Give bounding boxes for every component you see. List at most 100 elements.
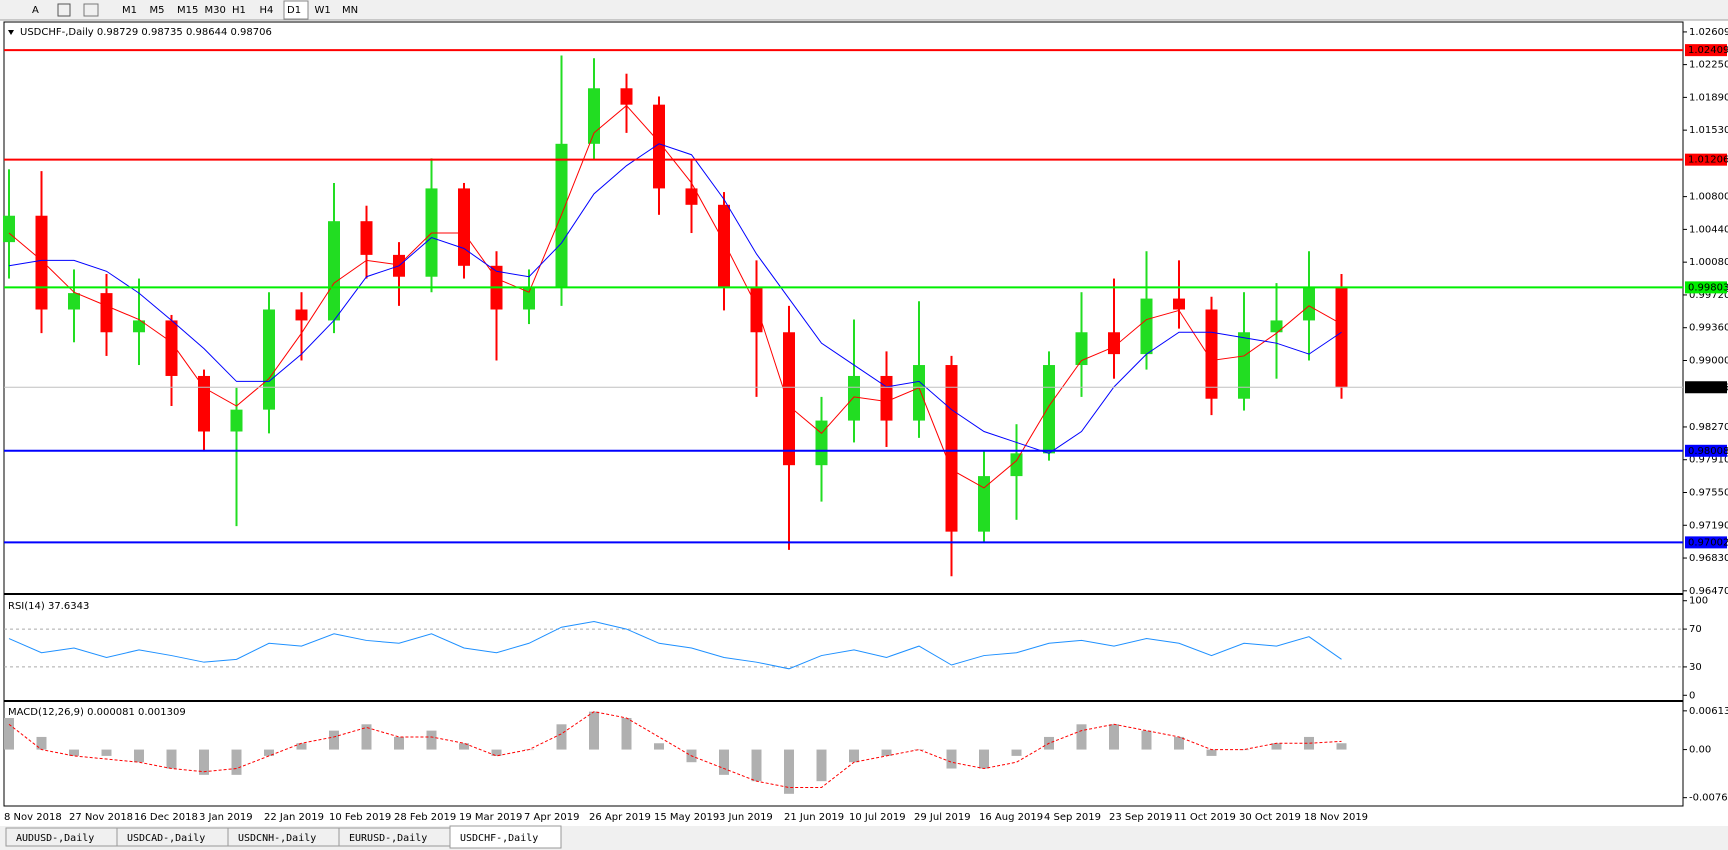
timeframe-button[interactable]: MN [342,5,358,16]
candle-body [620,88,633,105]
x-tick-label: 16 Dec 2018 [134,812,198,823]
candle-body [1108,332,1120,355]
x-tick-label: 19 Mar 2019 [459,812,522,823]
panel-title: MACD(12,26,9) 0.000081 0.001309 [8,707,186,718]
moving-average [8,143,1342,454]
level-label: 1.02409 [1688,45,1728,56]
tab-label[interactable]: USDCHF-,Daily [460,833,538,844]
candle-body [848,375,860,421]
timeframe-button[interactable]: H1 [232,5,246,16]
level-label-box [1685,536,1727,549]
tab-label[interactable]: AUDUSD-,Daily [16,833,94,844]
candle-body [360,221,373,255]
panel-title: USDCHF-,Daily 0.98729 0.98735 0.98644 0.… [20,27,272,38]
candle-body [198,375,210,432]
timeframe-button[interactable]: M5 [150,5,165,16]
y-tick-label: 1.00800 [1689,192,1728,203]
tab-label[interactable]: USDCAD-,Daily [127,833,205,844]
candle-body [945,365,958,532]
tab[interactable] [449,825,562,849]
macd-bar [1336,743,1347,750]
candle-body [68,293,80,310]
macd-bar [1141,730,1152,750]
macd-bar [654,743,664,750]
y-tick-label: 0.96470 [1689,586,1728,597]
macd-signal [8,711,1342,788]
y-tick-label: 0.97550 [1689,487,1728,498]
level-label: 0.97002 [1688,537,1728,548]
level-label-box [1685,381,1727,394]
y-tick-label: 1.00080 [1689,257,1728,268]
macd-bar [36,736,47,750]
candle-body [263,309,275,410]
candle-body [880,375,893,421]
timeframe-button[interactable]: M1 [122,5,137,16]
macd-bar [1109,724,1119,750]
chart-frame [3,21,1684,807]
candle-body [295,309,308,321]
timeframe-button[interactable]: D1 [287,5,301,16]
timeframe-active [283,0,309,20]
candle-body [1303,287,1315,321]
tool-icon[interactable] [83,3,99,17]
level-label: 0.98706 [1688,382,1728,393]
macd-bar [621,717,632,750]
candle-body [165,320,178,376]
macd-bar [459,743,469,750]
timeframe-button[interactable]: M30 [205,5,226,16]
collapse-arrow[interactable] [8,30,14,35]
y-tick-label: 0.97910 [1689,455,1728,466]
tool-icon[interactable] [57,3,71,17]
macd-bar [264,749,274,756]
timeframe-button[interactable]: M15 [177,5,198,16]
macd-bar [426,730,437,750]
macd-bar [946,749,957,769]
candle-body [815,420,828,466]
x-tick-label: 21 Jun 2019 [784,812,844,823]
y-tick-label: 0 [1689,690,1695,701]
timeframe-button[interactable]: H4 [260,5,274,16]
y-tick-label: 70 [1689,624,1702,635]
moving-average [8,104,1342,489]
macd-bar [491,749,502,756]
macd-bar [199,749,209,775]
macd-bar [1206,749,1217,756]
candle-body [588,88,600,144]
candle-body [1010,453,1023,477]
rsi-line [8,621,1342,670]
tab-label[interactable]: EURUSD-,Daily [349,833,427,844]
candle-body [458,188,470,266]
x-tick-label: 3 Jan 2019 [199,812,253,823]
macd-bar [1174,736,1184,750]
candle-body [1140,298,1153,355]
macd-bar [394,736,404,750]
macd-bar [231,749,242,775]
macd-bar [4,717,14,750]
level-label-box [1685,444,1727,457]
candle-body [685,188,698,205]
macd-bar [1011,749,1022,756]
x-tick-label: 28 Feb 2019 [394,812,456,823]
x-tick-label: 26 Apr 2019 [589,812,651,823]
macd-bar [979,749,989,769]
x-tick-label: 3 Jun 2019 [719,812,773,823]
macd-bar [361,724,372,750]
candle-body [718,204,730,288]
candle-body [1043,365,1055,454]
toolbar [0,0,1728,20]
y-tick-label: 1.02609 [1689,27,1728,38]
candle-body [1075,332,1088,366]
timeframe-button[interactable]: W1 [315,5,331,16]
tool-button[interactable]: A [32,5,39,16]
y-tick-label: 1.02250 [1689,60,1728,71]
candle-body [978,476,990,532]
y-tick-label: 1.00440 [1689,224,1728,235]
candle-body [1173,298,1185,310]
x-tick-label: 8 Nov 2018 [4,812,62,823]
tab-label[interactable]: USDCNH-,Daily [238,833,316,844]
y-tick-label: 0.99000 [1689,355,1728,366]
level-label: 0.99803 [1688,282,1728,293]
x-tick-label: 7 Apr 2019 [524,812,579,823]
macd-bar [166,749,177,769]
x-tick-label: 22 Jan 2019 [264,812,324,823]
